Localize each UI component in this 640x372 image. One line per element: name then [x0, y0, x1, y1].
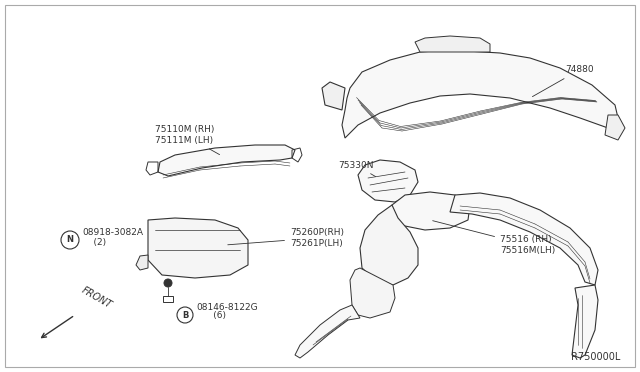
Polygon shape [295, 305, 360, 358]
Text: 74880: 74880 [532, 65, 594, 97]
Circle shape [164, 279, 172, 287]
Text: (6): (6) [196, 311, 226, 320]
Polygon shape [136, 255, 148, 270]
Text: 75110M (RH)
75111M (LH): 75110M (RH) 75111M (LH) [155, 125, 220, 155]
Polygon shape [148, 218, 248, 278]
Polygon shape [158, 145, 295, 176]
Text: 08146-8122G: 08146-8122G [196, 303, 258, 312]
Polygon shape [358, 160, 418, 202]
Polygon shape [415, 36, 490, 52]
Polygon shape [605, 115, 625, 140]
Polygon shape [572, 285, 598, 358]
Text: R750000L: R750000L [571, 352, 620, 362]
Polygon shape [350, 268, 395, 318]
Polygon shape [342, 50, 618, 138]
Text: 75330N: 75330N [338, 160, 376, 177]
Text: B: B [182, 311, 188, 320]
Polygon shape [322, 82, 345, 110]
Text: FRONT: FRONT [80, 285, 114, 310]
Text: N: N [67, 235, 74, 244]
Polygon shape [360, 205, 418, 285]
Text: 08918-3082A: 08918-3082A [82, 228, 143, 237]
Polygon shape [390, 192, 470, 230]
Text: 75260P(RH)
75261P(LH): 75260P(RH) 75261P(LH) [228, 228, 344, 248]
Text: (2): (2) [82, 238, 106, 247]
Text: 75516 (RH)
75516M(LH): 75516 (RH) 75516M(LH) [433, 221, 556, 255]
Polygon shape [450, 193, 598, 285]
